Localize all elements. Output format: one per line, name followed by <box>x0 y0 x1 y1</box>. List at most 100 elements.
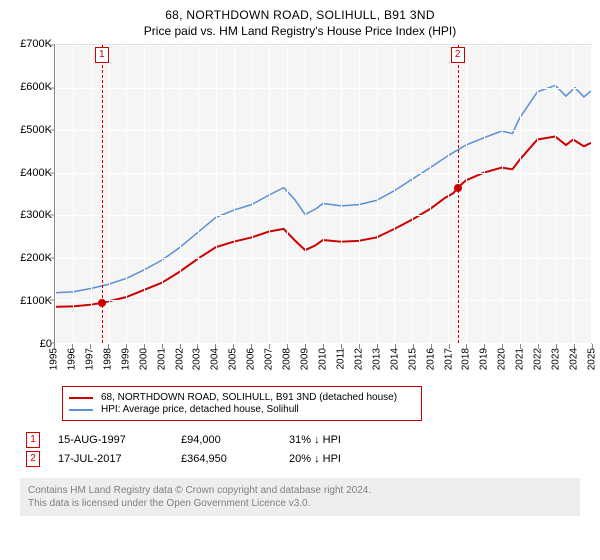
x-tick-label: 1995 <box>49 348 60 370</box>
x-tick-label: 2022 <box>533 348 544 370</box>
legend-item: HPI: Average price, detached house, Soli… <box>69 404 415 415</box>
legend-swatch <box>69 409 93 411</box>
y-tick-label: £400K <box>20 167 52 179</box>
event-diff: 20% ↓ HPI <box>289 453 379 465</box>
gridline-v <box>430 45 431 343</box>
footer-line: This data is licensed under the Open Gov… <box>28 497 572 510</box>
x-tick-label: 2013 <box>371 348 382 370</box>
x-tick-label: 2015 <box>407 348 418 370</box>
plot-area: 12 <box>54 44 592 344</box>
x-tick-label: 2008 <box>282 348 293 370</box>
gridline-v <box>555 45 556 343</box>
y-tick-label: £700K <box>20 38 52 50</box>
gridline-v <box>269 45 270 343</box>
x-tick-label: 2003 <box>192 348 203 370</box>
gridline-v <box>484 45 485 343</box>
x-tick-label: 2002 <box>174 348 185 370</box>
gridline-v <box>55 45 56 343</box>
x-tick-label: 1996 <box>66 348 77 370</box>
gridline-v <box>73 45 74 343</box>
attribution-footer: Contains HM Land Registry data © Crown c… <box>20 478 580 516</box>
marker-line <box>458 45 459 343</box>
y-tick-label: £200K <box>20 252 52 264</box>
x-tick-label: 2021 <box>515 348 526 370</box>
gridline-v <box>323 45 324 343</box>
event-price: £364,950 <box>181 453 271 465</box>
gridline-v <box>252 45 253 343</box>
footer-line: Contains HM Land Registry data © Crown c… <box>28 484 572 497</box>
x-tick-label: 2020 <box>497 348 508 370</box>
x-tick-label: 2018 <box>461 348 472 370</box>
marker-dot <box>454 184 462 192</box>
legend-label: HPI: Average price, detached house, Soli… <box>101 404 299 415</box>
event-badge: 1 <box>26 432 40 448</box>
y-tick-label: £500K <box>20 124 52 136</box>
marker-badge: 1 <box>95 47 109 63</box>
marker-badge: 2 <box>451 47 465 63</box>
x-tick-label: 2014 <box>389 348 400 370</box>
gridline-v <box>198 45 199 343</box>
gridline-v <box>573 45 574 343</box>
event-date: 17-JUL-2017 <box>58 453 163 465</box>
x-tick-label: 2004 <box>210 348 221 370</box>
x-tick-label: 1997 <box>84 348 95 370</box>
chart-legend: 68, NORTHDOWN ROAD, SOLIHULL, B91 3ND (d… <box>62 386 422 421</box>
chart-container: 68, NORTHDOWN ROAD, SOLIHULL, B91 3ND Pr… <box>0 0 600 560</box>
gridline-v <box>591 45 592 343</box>
y-tick-label: £300K <box>20 209 52 221</box>
gridline-v <box>377 45 378 343</box>
x-tick-label: 2019 <box>479 348 490 370</box>
gridline-v <box>144 45 145 343</box>
marker-dot <box>98 299 106 307</box>
x-tick-label: 2001 <box>156 348 167 370</box>
gridline-v <box>162 45 163 343</box>
gridline-v <box>520 45 521 343</box>
gridline-v <box>305 45 306 343</box>
gridline-v <box>412 45 413 343</box>
gridline-v <box>216 45 217 343</box>
x-axis-labels: 1995199619971998199920002001200220032004… <box>54 344 592 382</box>
legend-label: 68, NORTHDOWN ROAD, SOLIHULL, B91 3ND (d… <box>101 392 397 403</box>
x-tick-label: 2006 <box>246 348 257 370</box>
x-tick-label: 1999 <box>120 348 131 370</box>
x-tick-label: 2011 <box>335 348 346 370</box>
event-price: £94,000 <box>181 434 271 446</box>
gridline-v <box>180 45 181 343</box>
legend-item: 68, NORTHDOWN ROAD, SOLIHULL, B91 3ND (d… <box>69 392 415 403</box>
gridline-v <box>91 45 92 343</box>
gridline-v <box>537 45 538 343</box>
event-date: 15-AUG-1997 <box>58 434 163 446</box>
event-row: 1 15-AUG-1997 £94,000 31% ↓ HPI <box>26 432 574 448</box>
chart-title: 68, NORTHDOWN ROAD, SOLIHULL, B91 3ND <box>8 8 592 22</box>
plot-row: £0£100K£200K£300K£400K£500K£600K£700K 12 <box>8 44 592 344</box>
chart-titles: 68, NORTHDOWN ROAD, SOLIHULL, B91 3ND Pr… <box>8 8 592 38</box>
gridline-v <box>341 45 342 343</box>
x-tick-label: 2005 <box>228 348 239 370</box>
gridline-v <box>359 45 360 343</box>
gridline-v <box>126 45 127 343</box>
gridline-v <box>502 45 503 343</box>
legend-swatch <box>69 397 93 399</box>
event-badge: 2 <box>26 451 40 467</box>
event-row: 2 17-JUL-2017 £364,950 20% ↓ HPI <box>26 451 574 467</box>
x-tick-label: 2017 <box>443 348 454 370</box>
event-diff: 31% ↓ HPI <box>289 434 379 446</box>
gridline-v <box>394 45 395 343</box>
x-tick-label: 2016 <box>425 348 436 370</box>
x-tick-label: 2000 <box>138 348 149 370</box>
x-tick-label: 2012 <box>353 348 364 370</box>
y-tick-label: £600K <box>20 81 52 93</box>
x-tick-label: 2024 <box>569 348 580 370</box>
chart-subtitle: Price paid vs. HM Land Registry's House … <box>8 24 592 38</box>
gridline-v <box>109 45 110 343</box>
gridline-v <box>287 45 288 343</box>
x-tick-label: 2010 <box>318 348 329 370</box>
y-tick-label: £100K <box>20 295 52 307</box>
x-tick-label: 2025 <box>587 348 598 370</box>
x-tick-label: 1998 <box>102 348 113 370</box>
event-list: 1 15-AUG-1997 £94,000 31% ↓ HPI 2 17-JUL-2017… <box>8 427 592 474</box>
gridline-v <box>466 45 467 343</box>
x-tick-label: 2007 <box>264 348 275 370</box>
x-tick-label: 2023 <box>551 348 562 370</box>
x-tick-label: 2009 <box>300 348 311 370</box>
